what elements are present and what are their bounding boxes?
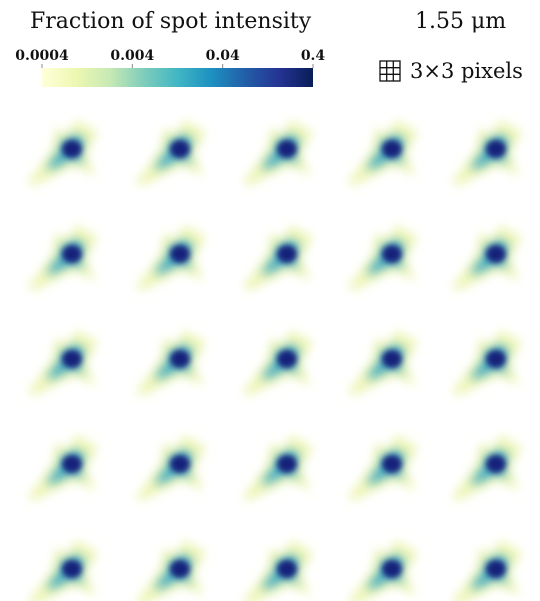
spot-core: [170, 455, 190, 473]
spot-core: [170, 350, 190, 368]
scale-label: 1.55 μm: [415, 9, 506, 34]
spot-core: [382, 455, 402, 473]
spot: [452, 435, 522, 501]
spot: [452, 225, 522, 291]
spot: [243, 540, 313, 601]
spot: [348, 120, 418, 186]
spot: [243, 225, 313, 291]
spot-core: [277, 350, 297, 368]
spot: [452, 120, 522, 186]
spot-core: [382, 140, 402, 158]
spot-core: [277, 560, 297, 578]
colorbar-fill: [42, 68, 313, 87]
spot-core: [170, 245, 190, 263]
spot: [28, 435, 98, 501]
spot-core: [62, 455, 82, 473]
pixel-legend: 3×3 pixels: [410, 59, 523, 83]
spot: [28, 540, 98, 601]
tick-label: 0.004: [110, 48, 154, 64]
spot: [348, 330, 418, 396]
spot-core: [382, 560, 402, 578]
spot-core: [277, 245, 297, 263]
spot: [136, 540, 206, 601]
colorbar-title: Fraction of spot intensity: [30, 9, 312, 34]
spot-core: [170, 140, 190, 158]
spot: [28, 225, 98, 291]
spot: [28, 330, 98, 396]
spot: [348, 435, 418, 501]
tick-label: 0.0004: [15, 48, 69, 64]
spot-core: [277, 455, 297, 473]
spot-core: [486, 245, 506, 263]
spot-core: [170, 560, 190, 578]
spot: [136, 120, 206, 186]
pixel-icon: [379, 60, 401, 82]
colorbar: 0.0004 0.004 0.04 0.4: [15, 48, 325, 87]
spot-core: [62, 560, 82, 578]
spot-core: [486, 350, 506, 368]
spot: [136, 435, 206, 501]
tick-label: 0.04: [206, 48, 240, 64]
spot: [348, 225, 418, 291]
spot-core: [486, 140, 506, 158]
spot: [452, 540, 522, 601]
spot: [348, 540, 418, 601]
spot: [136, 225, 206, 291]
tick-label: 0.4: [301, 48, 326, 64]
spot: [452, 330, 522, 396]
spot: [243, 435, 313, 501]
spot-core: [62, 245, 82, 263]
spot-core: [486, 455, 506, 473]
spot: [28, 120, 98, 186]
spot-core: [382, 245, 402, 263]
spot-core: [486, 560, 506, 578]
spot-grid: [28, 120, 522, 601]
spot-core: [62, 140, 82, 158]
spot-core: [277, 140, 297, 158]
spot: [136, 330, 206, 396]
spot-core: [382, 350, 402, 368]
spot: [243, 330, 313, 396]
spot: [243, 120, 313, 186]
spot-core: [62, 350, 82, 368]
